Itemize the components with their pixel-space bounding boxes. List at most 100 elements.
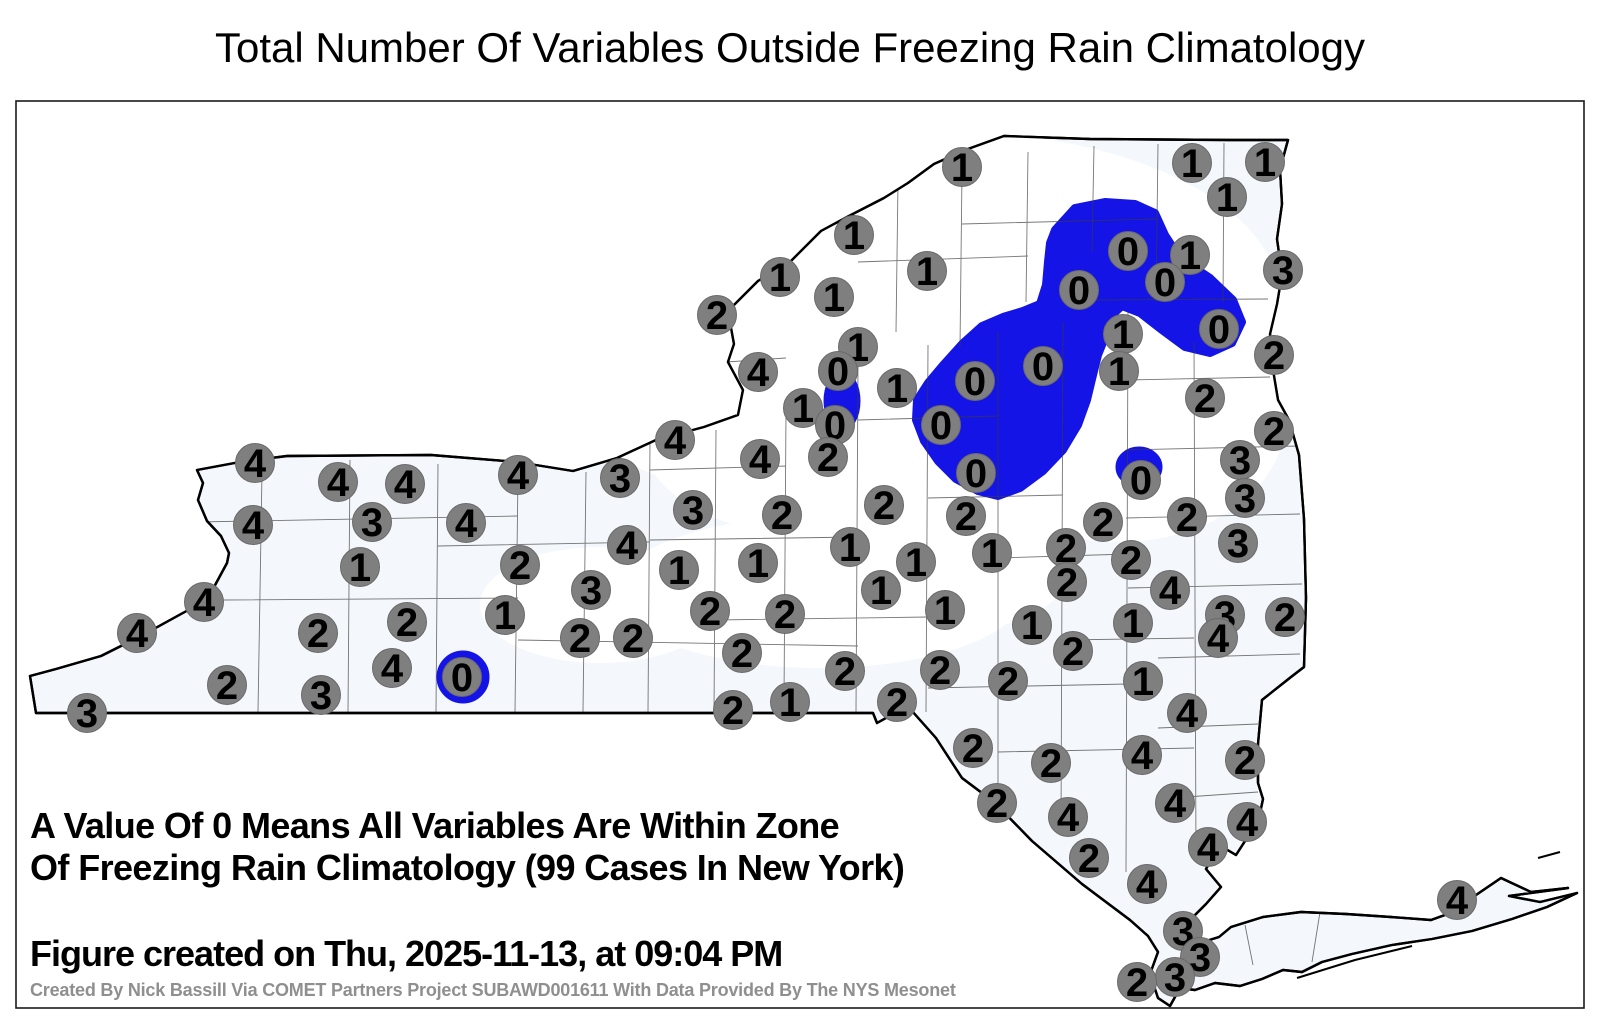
station-value: 1 [905,541,927,585]
credit-line: Created By Nick Bassill Via COMET Partne… [30,980,956,1000]
station-marker [740,439,780,479]
station-marker [571,570,611,610]
station-marker [1188,827,1228,867]
station-value: 4 [1164,782,1187,826]
station-value: 1 [886,367,908,411]
station-value: 4 [327,461,350,505]
station-value: 4 [193,581,216,625]
station-value: 2 [396,601,418,645]
station-marker [942,147,982,187]
station-value: 2 [873,484,895,528]
station-marker [485,595,525,635]
station-value: 2 [1274,596,1296,640]
station-value: 4 [1197,826,1220,870]
station-marker [1263,250,1303,290]
station-value: 2 [1126,961,1148,1005]
station-value: 4 [455,502,478,546]
station-value: 1 [981,532,1003,576]
station-value: 2 [509,544,531,588]
station-value: 1 [1132,660,1154,704]
station-marker [955,361,995,401]
station-marker [318,462,358,502]
station-marker [1083,502,1123,542]
station-value: 2 [929,649,951,693]
station-marker [825,651,865,691]
station-marker [834,215,874,255]
station-marker [1185,378,1225,418]
station-value: 2 [1078,837,1100,881]
station-value: 1 [870,569,892,613]
station-marker [818,351,858,391]
station-marker [956,453,996,493]
station-marker [1123,661,1163,701]
station-marker [738,352,778,392]
station-value: 2 [997,660,1019,704]
station-marker [1225,740,1265,780]
station-value: 0 [1208,308,1230,352]
station-value: 2 [955,495,977,539]
station-value: 1 [747,542,769,586]
station-value: 2 [1055,527,1077,571]
station-value: 2 [722,689,744,733]
station-marker [607,525,647,565]
station-marker [697,295,737,335]
station-marker [1099,351,1139,391]
station-marker [925,590,965,630]
station-marker [1127,864,1167,904]
station-value: 1 [769,256,791,300]
station-value: 3 [1189,936,1211,980]
station-value: 3 [609,457,631,501]
station-value: 1 [839,526,861,570]
station-value: 3 [1234,477,1256,521]
station-value: 2 [1194,377,1216,421]
station-value: 1 [1021,604,1043,648]
station-value: 3 [682,489,704,533]
station-marker [442,657,482,697]
station-value: 1 [494,594,516,638]
station-value: 1 [1216,176,1238,220]
coastal-detail-lines [1296,851,1561,979]
station-marker [352,502,392,542]
map-frame [15,100,1585,1009]
station-value: 0 [1117,230,1139,274]
station-value: 4 [1159,569,1182,613]
station-marker [560,618,600,658]
figure-created-line: Figure created on Thu, 2025-11-13, at 09… [30,933,782,974]
station-value: 3 [1229,439,1251,483]
station-marker [207,665,247,705]
station-value: 0 [824,404,846,448]
station-marker [1254,335,1294,375]
station-marker [600,458,640,498]
station-marker [896,542,936,582]
station-marker [184,582,224,622]
station-value: 4 [381,647,404,691]
station-value: 1 [349,546,371,590]
station-value: 1 [1179,234,1201,278]
station-value: 1 [916,250,938,294]
station-value: 2 [817,436,839,480]
station-marker [1117,962,1157,1002]
station-marker [1053,631,1093,671]
station-marker [783,388,823,428]
station-marker [1059,270,1099,310]
station-marker [1150,570,1190,610]
station-value: 1 [823,276,845,320]
station-value: 0 [1154,261,1176,305]
station-value: 1 [779,681,801,725]
station-marker [67,693,107,733]
station-value: 0 [1130,459,1152,503]
station-value: 2 [1234,739,1256,783]
station-marker [301,675,341,715]
station-marker [1218,523,1258,563]
station-value: 2 [834,650,856,694]
station-marker [988,661,1028,701]
station-marker [655,420,695,460]
station-value: 2 [569,617,591,661]
station-marker [117,613,157,653]
station-value: 1 [668,549,690,593]
station-value: 3 [1227,522,1249,566]
station-value: 1 [1112,313,1134,357]
page-title: Total Number Of Variables Outside Freezi… [215,24,1365,71]
station-marker [690,591,730,631]
